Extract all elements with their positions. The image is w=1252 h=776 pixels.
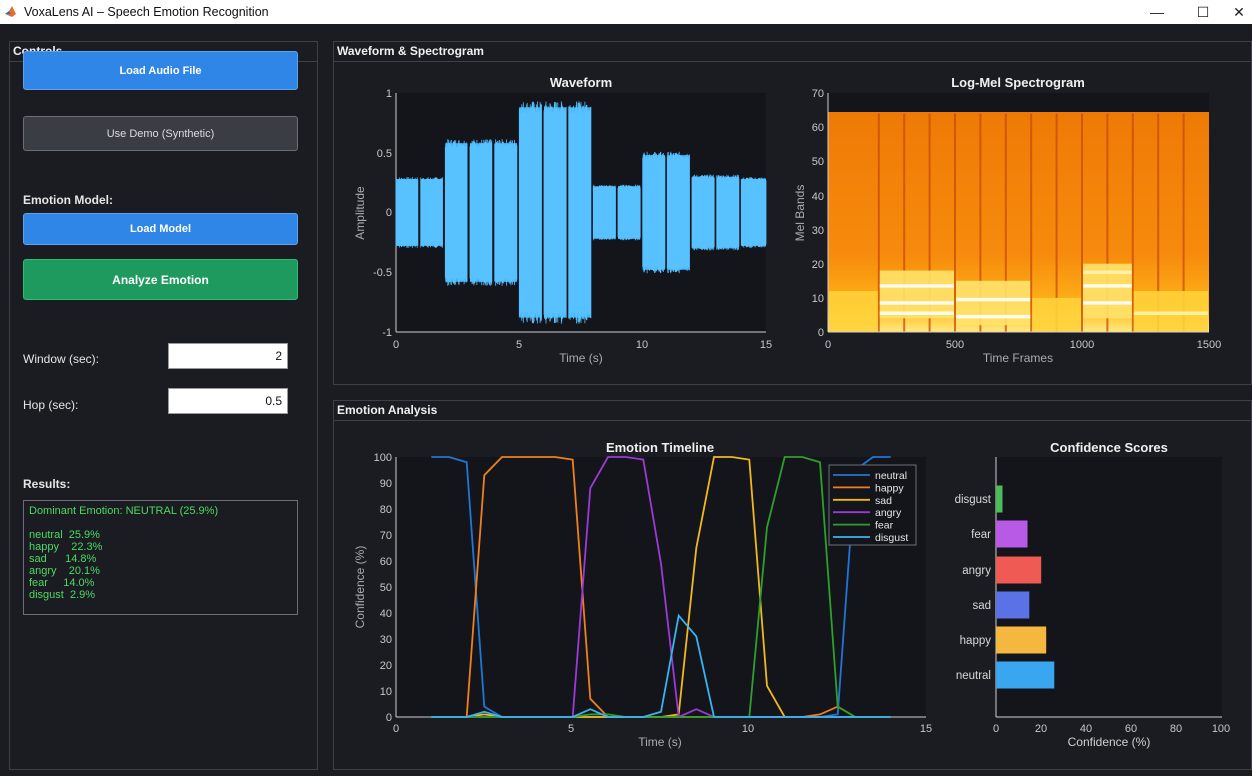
panel-divider	[334, 61, 1251, 62]
waveform-spectrogram-panel: Waveform & Spectrogram	[333, 41, 1252, 385]
hop-sec-label: Hop (sec):	[23, 398, 79, 412]
close-icon: ✕	[1233, 3, 1245, 20]
results-label: Results:	[23, 477, 71, 491]
close-window-button[interactable]: ✕	[1226, 0, 1252, 24]
matlab-app-icon	[5, 6, 16, 17]
results-sad-line: sad 14.8%	[29, 553, 97, 565]
use-demo-button[interactable]: Use Demo (Synthetic)	[23, 116, 298, 151]
window-sec-input[interactable]: 2	[168, 343, 288, 369]
window-titlebar: VoxaLens AI – Speech Emotion Recognition…	[0, 0, 1252, 24]
window-title: VoxaLens AI – Speech Emotion Recognition	[24, 5, 269, 19]
maximize-button[interactable]: ☐	[1180, 0, 1226, 24]
results-dominant-line: Dominant Emotion: NEUTRAL (25.9%)	[29, 505, 219, 517]
emotion-model-label: Emotion Model:	[23, 193, 113, 207]
minimize-button[interactable]: —	[1134, 0, 1180, 24]
results-neutral-line: neutral 25.9%	[29, 529, 100, 541]
emotion-panel-title: Emotion Analysis	[337, 403, 438, 417]
load-model-button[interactable]: Load Model	[23, 213, 298, 245]
results-text-area[interactable]: Dominant Emotion: NEUTRAL (25.9%) neutra…	[23, 500, 298, 615]
waveform-panel-title: Waveform & Spectrogram	[337, 44, 484, 58]
maximize-icon: ☐	[1196, 3, 1210, 20]
window-sec-label: Window (sec):	[23, 352, 100, 366]
panel-divider	[334, 420, 1251, 421]
analyze-emotion-button[interactable]: Analyze Emotion	[23, 259, 298, 300]
minimize-icon: —	[1150, 4, 1164, 20]
hop-sec-input[interactable]: 0.5	[168, 388, 288, 414]
results-blank-line	[29, 517, 292, 529]
results-disgust-line: disgust 2.9%	[29, 589, 96, 601]
emotion-analysis-panel: Emotion Analysis	[333, 400, 1252, 770]
results-fear-line: fear 14.0%	[29, 577, 95, 589]
results-angry-line: angry 20.1%	[29, 565, 100, 577]
load-audio-button[interactable]: Load Audio File	[23, 51, 298, 90]
results-happy-line: happy 22.3%	[29, 541, 103, 553]
